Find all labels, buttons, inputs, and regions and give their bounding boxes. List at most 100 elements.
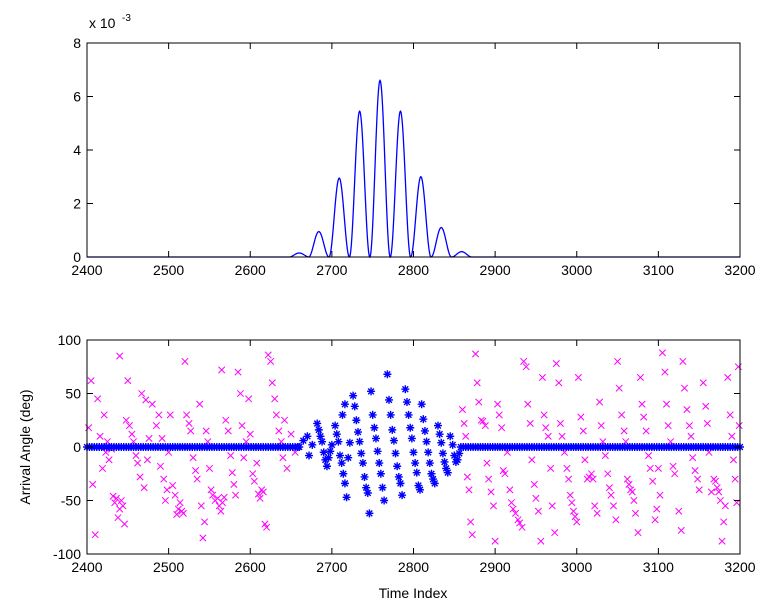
bottom-x-marker-point <box>234 368 242 376</box>
bottom-x-marker-point <box>534 507 542 515</box>
bottom-x-marker-point <box>125 422 133 430</box>
bottom-x-marker-point <box>487 488 495 496</box>
bottom-x-marker-point <box>591 502 599 510</box>
bottom-star-marker-point <box>455 449 464 458</box>
bottom-x-marker-point <box>509 505 517 513</box>
top-x-tick-label: 2600 <box>235 262 266 278</box>
bottom-x-marker-point <box>271 395 279 403</box>
bottom-y-axis-label: Arrival Angle (deg) <box>17 389 33 504</box>
top-y-tick-label: 0 <box>73 249 81 265</box>
bottom-x-marker-point <box>481 422 489 430</box>
bottom-x-marker-point <box>573 518 581 526</box>
bottom-star-marker-point <box>365 509 374 518</box>
bottom-x-marker-point <box>249 470 257 478</box>
bottom-x-marker-point <box>707 488 715 496</box>
bottom-star-marker-point <box>355 437 364 446</box>
bottom-x-marker-point <box>218 499 227 507</box>
bottom-star-marker-point <box>313 419 322 428</box>
bottom-x-marker-point <box>518 523 526 531</box>
bottom-x-marker-point <box>638 400 646 408</box>
bottom-star-marker-point <box>438 449 447 458</box>
bottom-x-marker-point <box>551 529 559 537</box>
bottom-star-marker-point <box>422 437 431 446</box>
bottom-x-marker-point <box>679 357 687 365</box>
bottom-star-marker-point <box>429 475 438 484</box>
bottom-x-marker-point <box>685 422 693 430</box>
top-plot-ticks: 2400 2500 2600 2700 2800 2900 3000 3100 3200 0 2 4 6… <box>71 35 755 278</box>
bottom-x-marker-point <box>224 427 232 435</box>
bottom-star-marker-point <box>326 447 335 456</box>
bottom-star-marker-point <box>331 421 340 430</box>
bottom-x-marker-point <box>109 492 117 500</box>
bottom-x-marker-point <box>140 484 148 492</box>
bottom-x-marker-point <box>654 464 662 472</box>
bottom-star-marker-point <box>427 469 436 478</box>
bottom-x-marker-point <box>475 398 483 406</box>
bottom-x-marker-point <box>642 427 650 435</box>
bottom-star-marker-point <box>437 438 446 447</box>
bottom-x-marker-point <box>460 419 468 428</box>
bottom-star-marker-point <box>336 451 345 460</box>
bottom-x-marker-point <box>112 494 120 502</box>
bottom-x-marker-point <box>467 518 475 526</box>
bottom-x-marker-point <box>628 488 636 496</box>
bottom-x-marker-point <box>574 373 582 382</box>
bottom-star-marker-point <box>419 415 428 424</box>
bottom-y-tick-label: -100 <box>53 546 81 562</box>
bottom-x-marker-point <box>618 411 626 419</box>
bottom-x-marker-point <box>540 411 548 419</box>
bottom-star-marker-point <box>340 479 349 488</box>
bottom-x-marker-point <box>272 411 280 419</box>
bottom-x-marker-point <box>283 464 291 472</box>
bottom-x-marker-point <box>645 452 653 460</box>
top-x-tick-label: 2400 <box>71 262 102 278</box>
top-y-tick-label: 8 <box>73 35 81 51</box>
bottom-x-marker-point <box>689 454 697 462</box>
bottom-x-marker-point <box>579 427 587 435</box>
bottom-x-marker-point <box>161 496 169 505</box>
bottom-x-marker-point <box>501 470 509 478</box>
bottom-x-tick-label: 3100 <box>643 559 674 575</box>
bottom-x-marker-point <box>155 411 163 419</box>
bottom-x-marker-point <box>196 400 204 408</box>
bottom-star-marker-point <box>443 468 452 477</box>
bottom-x-marker-point <box>623 475 631 483</box>
bottom-x-marker-point <box>729 456 738 464</box>
bottom-x-marker-point <box>537 537 545 545</box>
bottom-x-tick-label: 2400 <box>71 559 102 575</box>
bottom-x-marker-point <box>609 502 618 510</box>
top-x-tick-label: 2900 <box>480 262 511 278</box>
bottom-x-marker-point <box>254 490 262 498</box>
bottom-x-marker-point <box>138 389 146 398</box>
bottom-x-marker-point <box>230 480 238 489</box>
bottom-x-marker-point <box>240 454 248 462</box>
bottom-x-marker-point <box>724 373 732 382</box>
bottom-star-marker-point <box>342 493 351 502</box>
bottom-star-marker-point <box>321 455 330 464</box>
bottom-x-marker-point <box>171 491 179 499</box>
bottom-x-marker-point <box>699 379 707 387</box>
bottom-star-marker-point <box>412 468 421 477</box>
bottom-x-marker-point <box>569 507 578 515</box>
bottom-star-marker-point <box>353 428 362 437</box>
bottom-star-marker-point <box>340 400 349 409</box>
bottom-star-marker-point <box>442 464 451 473</box>
bottom-star-marker-point <box>404 410 413 419</box>
bottom-x-marker-point <box>544 432 552 440</box>
bottom-x-marker-point <box>142 396 150 404</box>
bottom-star-marker-point <box>339 469 348 478</box>
bottom-x-marker-point <box>238 422 246 430</box>
bottom-x-marker-point <box>555 379 563 387</box>
bottom-x-marker-point <box>256 494 264 502</box>
bottom-x-marker-point <box>207 486 215 494</box>
bottom-star-marker-point <box>450 451 459 460</box>
bottom-x-marker-point <box>593 509 601 517</box>
bottom-x-marker-point <box>565 475 573 483</box>
bottom-star-marker-point <box>406 423 415 432</box>
bottom-y-tick-label: 100 <box>58 332 82 348</box>
bottom-x-marker-point <box>91 531 99 539</box>
bottom-x-marker-point <box>526 419 534 428</box>
bottom-x-marker-point <box>675 507 683 515</box>
bottom-x-marker-point <box>522 363 530 371</box>
